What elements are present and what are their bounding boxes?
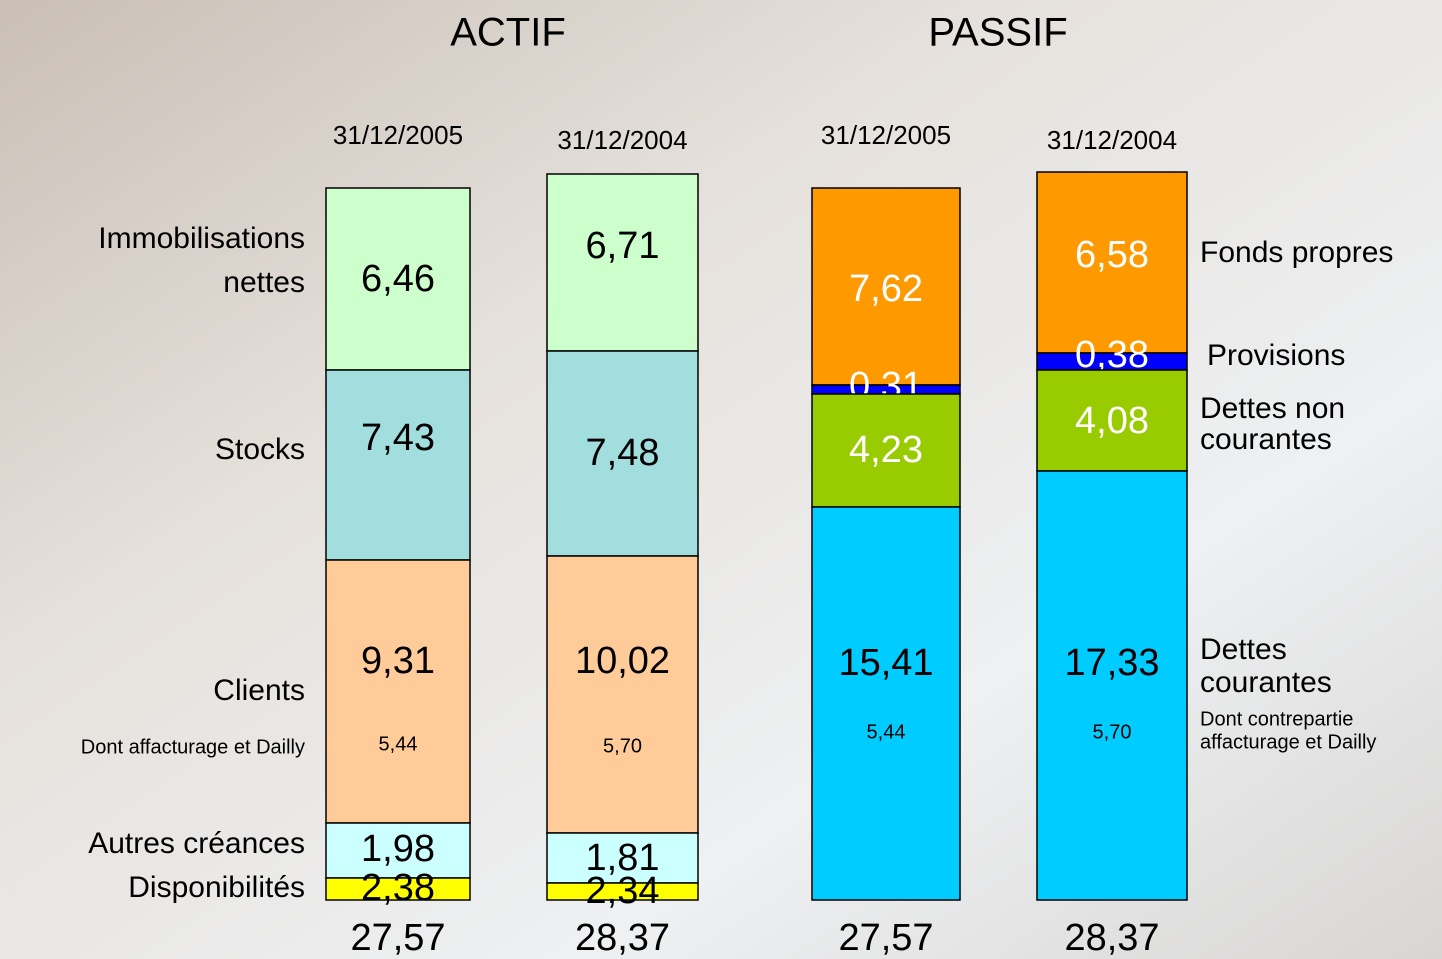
segment bbox=[546, 173, 699, 352]
segment-value: 7,43 bbox=[361, 417, 435, 459]
segment-value: 6,71 bbox=[586, 225, 660, 267]
segment-sub-value: 5,44 bbox=[379, 733, 418, 755]
segment-sub-value: 5,44 bbox=[867, 721, 906, 743]
segment-value: 1,98 bbox=[361, 828, 435, 870]
segment bbox=[325, 187, 471, 371]
segment-value: 9,31 bbox=[361, 640, 435, 682]
passif-label: courantes bbox=[1200, 666, 1332, 699]
column-total: 27,57 bbox=[838, 917, 933, 959]
segment-value: 15,41 bbox=[838, 642, 933, 684]
segment-value: 6,58 bbox=[1075, 234, 1149, 276]
actif-title: ACTIF bbox=[450, 11, 566, 55]
segment-value: 4,08 bbox=[1075, 400, 1149, 442]
segment-value: 17,33 bbox=[1064, 642, 1159, 684]
passif-label: Provisions bbox=[1207, 339, 1345, 372]
column-date: 31/12/2005 bbox=[821, 120, 951, 150]
segment bbox=[546, 882, 699, 901]
passif-title: PASSIF bbox=[928, 11, 1067, 55]
actif-label: Disponibilités bbox=[128, 871, 305, 904]
segment bbox=[1036, 171, 1188, 354]
segment bbox=[546, 555, 699, 834]
column-total: 28,37 bbox=[1064, 917, 1159, 959]
column-date: 31/12/2005 bbox=[333, 120, 463, 150]
segment-value: 2,38 bbox=[361, 867, 435, 909]
actif-label: Dont affacturage et Dailly bbox=[81, 736, 305, 758]
passif-label: Dettes bbox=[1200, 633, 1287, 666]
segment-sub-value: 5,70 bbox=[603, 735, 642, 757]
segment bbox=[811, 506, 961, 901]
column-date: 31/12/2004 bbox=[1047, 125, 1177, 155]
segment bbox=[325, 369, 471, 561]
segment bbox=[811, 393, 961, 508]
actif-label: Immobilisations bbox=[98, 222, 305, 255]
segment bbox=[1036, 470, 1188, 901]
segment-value: 6,46 bbox=[361, 258, 435, 300]
segment bbox=[325, 822, 471, 879]
segment bbox=[1036, 369, 1188, 472]
segment-value: 0,38 bbox=[1075, 334, 1149, 376]
segment bbox=[546, 350, 699, 557]
column-date: 31/12/2004 bbox=[557, 125, 687, 155]
segment-value: 10,02 bbox=[575, 640, 670, 682]
segment bbox=[325, 877, 471, 901]
column-total: 27,57 bbox=[350, 917, 445, 959]
segment-value: 4,23 bbox=[849, 429, 923, 471]
passif-label: Dont contrepartie bbox=[1200, 708, 1353, 730]
segment bbox=[811, 187, 961, 386]
segment-value: 2,34 bbox=[586, 870, 660, 912]
segment-value: 7,48 bbox=[586, 432, 660, 474]
passif-label: affacturage et Dailly bbox=[1200, 731, 1376, 753]
actif-label: Clients bbox=[213, 674, 305, 707]
actif-label: Stocks bbox=[215, 433, 305, 466]
segment-sub-value: 5,70 bbox=[1093, 721, 1132, 743]
segment-value: 7,62 bbox=[849, 268, 923, 310]
column-total: 28,37 bbox=[575, 917, 670, 959]
actif-label: nettes bbox=[223, 266, 305, 299]
passif-label: courantes bbox=[1200, 423, 1332, 456]
segment bbox=[325, 559, 471, 824]
segment-value: 1,81 bbox=[586, 837, 660, 879]
passif-label: Fonds propres bbox=[1200, 236, 1393, 269]
actif-label: Autres créances bbox=[88, 827, 305, 860]
passif-label: Dettes non bbox=[1200, 392, 1345, 425]
